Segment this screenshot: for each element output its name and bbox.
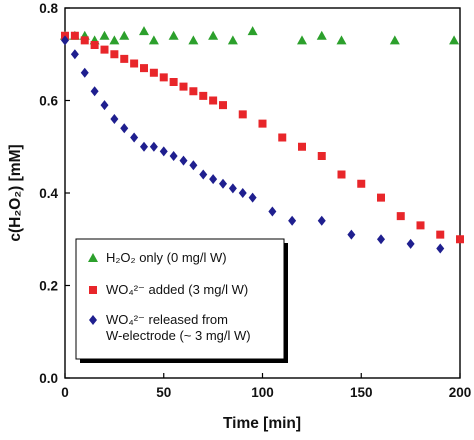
data-point-square: [80, 36, 89, 45]
y-tick-label: 0.0: [39, 371, 58, 386]
data-point-triangle: [188, 35, 199, 45]
data-point-triangle: [109, 35, 120, 45]
legend-items: H₂O₂ only (0 mg/l W) WO₄²⁻ added (3 mg/l …: [88, 250, 251, 343]
data-point-diamond: [70, 49, 79, 60]
data-point-diamond: [61, 35, 69, 46]
data-point-triangle: [99, 30, 110, 40]
data-point-square: [189, 87, 198, 96]
x-tick-label: 50: [156, 385, 171, 400]
data-point-square: [90, 41, 99, 49]
data-point-triangle: [227, 35, 238, 45]
data-point-diamond: [238, 188, 247, 198]
data-point-square: [179, 82, 188, 91]
data-point-square: [169, 78, 178, 86]
data-point-diamond: [120, 123, 129, 134]
data-point-square: [120, 54, 129, 63]
y-tick-label: 0.6: [39, 94, 58, 109]
data-point-diamond: [406, 238, 415, 249]
legend-marker-diamond: [89, 315, 97, 325]
data-point-diamond: [317, 215, 326, 226]
data-point-diamond: [377, 234, 385, 245]
data-point-diamond: [90, 86, 99, 97]
data-point-triangle: [449, 35, 460, 45]
x-tick-label: 0: [61, 385, 69, 400]
x-axis-title: Time [min]: [223, 415, 301, 432]
y-tick-label: 0.2: [39, 279, 58, 294]
data-point-diamond: [149, 141, 158, 152]
data-point-square: [209, 96, 218, 105]
legend-marker-square: [89, 286, 97, 294]
data-point-diamond: [80, 67, 89, 78]
data-point-diamond: [159, 146, 168, 157]
series-layer: [60, 26, 464, 254]
data-point-square: [416, 221, 425, 230]
data-point-square: [298, 142, 306, 151]
data-point-diamond: [140, 141, 148, 152]
data-point-diamond: [209, 174, 218, 185]
data-point-diamond: [169, 151, 178, 161]
data-point-diamond: [288, 215, 297, 226]
data-point-triangle: [316, 30, 327, 40]
data-point-square: [140, 64, 148, 73]
data-point-diamond: [130, 132, 139, 143]
legend-label: WO₄²⁻ released from W-electrode (~ 3 mg/l…: [106, 312, 251, 343]
data-point-square: [278, 133, 287, 142]
data-point-diamond: [100, 100, 109, 111]
data-point-square: [219, 101, 227, 110]
series-square: [61, 31, 464, 244]
data-point-diamond: [347, 229, 356, 240]
data-point-square: [70, 31, 79, 40]
data-point-diamond: [179, 155, 188, 166]
data-point-triangle: [168, 30, 179, 40]
data-point-square: [238, 110, 247, 119]
data-point-square: [396, 212, 405, 221]
data-point-triangle: [208, 30, 219, 40]
data-point-square: [337, 170, 346, 179]
data-point-square: [149, 68, 158, 77]
data-point-square: [159, 73, 168, 82]
data-point-diamond: [228, 183, 237, 194]
data-point-square: [130, 59, 139, 68]
data-point-diamond: [110, 114, 119, 124]
data-point-diamond: [219, 178, 227, 189]
x-tick-label: 150: [350, 385, 373, 400]
data-point-square: [436, 230, 445, 239]
data-point-triangle: [336, 35, 347, 45]
data-point-square: [199, 91, 208, 100]
data-point-square: [456, 235, 464, 244]
data-point-diamond: [199, 169, 208, 180]
data-point-square: [357, 179, 366, 188]
data-point-triangle: [139, 26, 149, 36]
legend-marker-triangle: [88, 253, 98, 262]
data-point-diamond: [268, 206, 277, 217]
data-point-diamond: [189, 160, 198, 171]
data-point-triangle: [297, 35, 307, 45]
y-axis-title: c(H₂O₂) [mM]: [7, 144, 24, 241]
y-tick-label: 0.4: [39, 186, 58, 201]
legend-label: H₂O₂ only (0 mg/l W): [106, 250, 227, 265]
legend-label: WO₄²⁻ added (3 mg/l W): [106, 282, 248, 297]
data-point-triangle: [148, 35, 159, 45]
data-point-square: [317, 152, 326, 160]
data-point-square: [377, 193, 385, 202]
data-point-triangle: [247, 26, 258, 36]
y-tick-label: 0.8: [39, 1, 58, 16]
legend-box: [75, 238, 285, 360]
legend: H₂O₂ only (0 mg/l W) WO₄²⁻ added (3 mg/l …: [75, 238, 288, 363]
axis-ticks: 0 50 100 150 200 0.0 0.2 0.4 0.6 0.8: [39, 1, 471, 400]
series-diamond: [61, 35, 445, 254]
data-point-triangle: [389, 35, 400, 45]
data-point-triangle: [119, 30, 130, 40]
data-point-square: [100, 45, 109, 54]
x-tick-label: 100: [251, 385, 274, 400]
data-point-square: [258, 119, 267, 128]
data-point-diamond: [436, 243, 445, 254]
data-point-square: [110, 50, 119, 59]
data-point-diamond: [248, 192, 257, 203]
x-tick-label: 200: [449, 385, 472, 400]
